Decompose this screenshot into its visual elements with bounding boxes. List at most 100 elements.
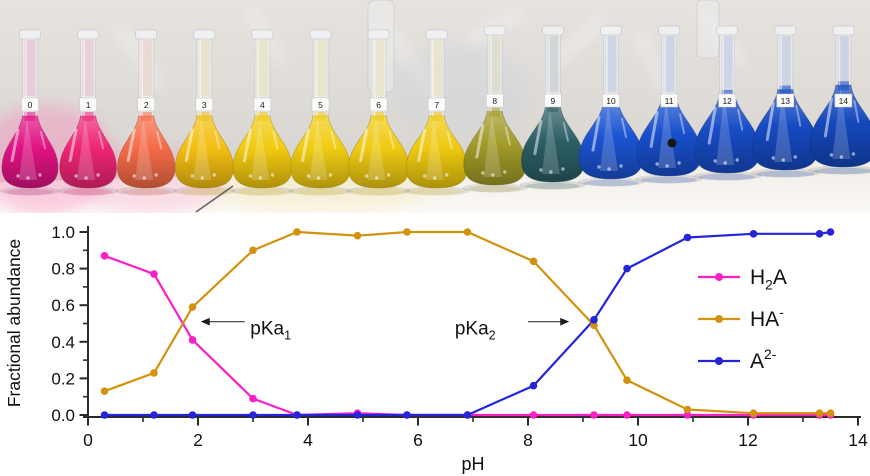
- flask-body: [347, 115, 410, 189]
- flask-rim: [658, 25, 680, 36]
- x-axis: 0 2 4 6 8 10 12 14 pH: [83, 416, 868, 474]
- body-highlight: [737, 109, 744, 131]
- flask-rim: [774, 25, 797, 36]
- legend-label: H2A: [750, 266, 787, 292]
- flask-reflection: [698, 173, 756, 181]
- bubble: [503, 170, 507, 174]
- body-light: [483, 113, 502, 177]
- body-highlight: [184, 128, 194, 163]
- marker-HA-: [293, 228, 301, 236]
- flask-photo-svg: 0 1 2 3 4 5 6 7 8 9 10 11 12 13 14: [0, 0, 870, 213]
- bubble: [26, 176, 30, 180]
- flask-shadow: [634, 174, 704, 184]
- flask-body: [232, 115, 293, 189]
- marker-A2-: [188, 411, 197, 419]
- flask-label: 4: [260, 100, 265, 110]
- flask-rim: [251, 29, 274, 40]
- neck-tint-upper: [198, 40, 210, 96]
- legend-entry-HA-: HA-: [698, 304, 784, 331]
- body-highlight: [126, 128, 136, 163]
- bubble: [248, 174, 253, 178]
- body-light: [77, 118, 96, 180]
- body-highlight: [417, 128, 427, 163]
- body-highlight: [504, 126, 511, 146]
- flask-shadow: [808, 165, 870, 175]
- flask-rim: [832, 25, 855, 36]
- flask-11: 11: [634, 25, 704, 184]
- body-highlight: [707, 106, 717, 145]
- legend-marker: [715, 315, 723, 323]
- body-highlight: [533, 119, 543, 156]
- neck-liquid: [779, 85, 791, 95]
- bubble: [316, 176, 321, 180]
- bubble: [665, 164, 669, 168]
- y-tick-label: 0.0: [51, 406, 75, 425]
- flask-8: 8: [461, 25, 528, 193]
- marker-A2-: [293, 411, 301, 419]
- marker-HA-: [249, 246, 257, 255]
- flask-label-sticker: [311, 97, 330, 112]
- neck-tint-upper: [837, 36, 849, 92]
- marker-HA-: [353, 231, 362, 240]
- y-tick-label: 0.4: [51, 333, 75, 352]
- flask-label-sticker: [79, 97, 97, 112]
- body-highlight: [388, 131, 395, 150]
- flask-reflection: [63, 188, 113, 196]
- flask-shadow: [230, 186, 294, 196]
- marker-A2-: [353, 411, 362, 419]
- flask-label: 0: [28, 100, 33, 110]
- neck-liquid: [256, 112, 268, 121]
- body-highlight: [795, 104, 802, 127]
- x-tick-label: 8: [523, 430, 533, 450]
- y-axis: 0.0 0.2 0.4 0.6 0.8 1.0 Fractional abundance: [4, 223, 89, 425]
- flask-shadow: [519, 180, 587, 190]
- marker-H2A: [100, 251, 109, 260]
- flask-rim: [135, 29, 158, 40]
- bubble: [364, 174, 369, 178]
- body-highlight: [621, 117, 627, 139]
- body-light: [251, 118, 270, 180]
- neck-tint-upper: [140, 40, 152, 96]
- neck-liquid: [82, 112, 94, 121]
- flask-13: 13: [750, 25, 821, 178]
- flask-body: [694, 93, 761, 174]
- bubble: [561, 167, 565, 171]
- body-highlight: [40, 131, 46, 150]
- flask-shadow: [577, 177, 645, 187]
- marker-H2A: [188, 336, 197, 344]
- marker-HA-: [529, 257, 538, 266]
- flask-shadow: [115, 186, 177, 196]
- bench-seam: [195, 185, 234, 213]
- flask-label: 1: [86, 100, 91, 110]
- bubble: [723, 161, 727, 165]
- x-tick-label: 14: [848, 430, 868, 450]
- marker-HA-: [826, 409, 835, 417]
- x-tick-label: 4: [303, 430, 313, 450]
- flask-shadow: [750, 168, 821, 178]
- annotation-arrow-head: [560, 317, 570, 326]
- legend-label: HA-: [750, 304, 784, 331]
- marker-A2-: [463, 411, 472, 419]
- bubble: [96, 173, 100, 177]
- flask-label: 7: [434, 100, 439, 110]
- bubble: [539, 168, 543, 172]
- flask-body: [578, 102, 644, 180]
- neck-liquid: [140, 112, 152, 121]
- y-tick-label: 0.6: [51, 296, 75, 315]
- flask-body: [117, 115, 176, 189]
- body-light: [135, 118, 154, 180]
- flask-label-sticker: [776, 93, 795, 108]
- bubble: [445, 173, 449, 177]
- neck-liquid: [547, 103, 559, 113]
- flask-reflection: [525, 182, 581, 190]
- plastic-wrinkle-highlight: [552, 16, 606, 66]
- marker-A2-: [815, 230, 824, 238]
- bubble: [619, 164, 623, 168]
- marker-HA-: [100, 387, 109, 396]
- marker-HA-: [463, 228, 472, 236]
- body-highlight: [98, 131, 105, 150]
- flask-body: [405, 115, 468, 189]
- flask-2: 2: [115, 29, 177, 196]
- body-light: [193, 118, 212, 180]
